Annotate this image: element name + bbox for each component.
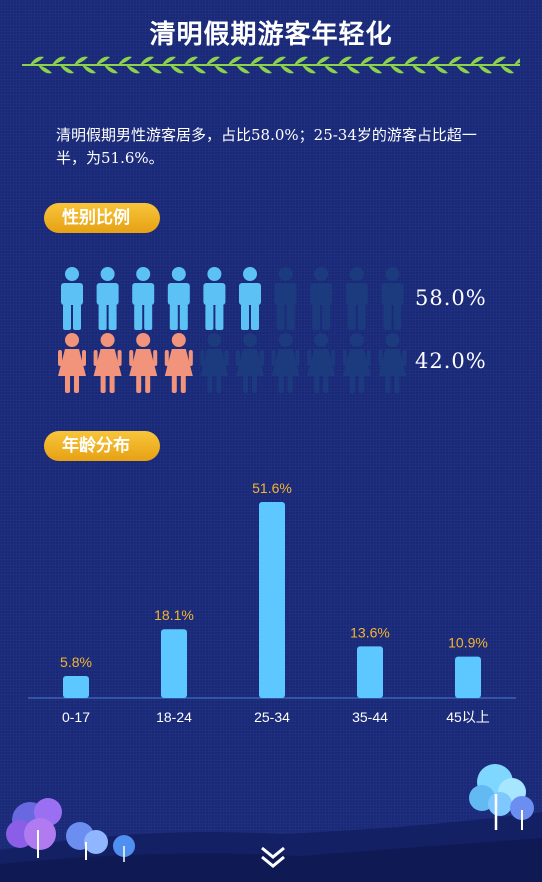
- male-icon: [345, 267, 368, 330]
- x-tick-label: 45以上: [446, 709, 490, 725]
- female-icon: [58, 333, 86, 393]
- male-icon: [381, 267, 404, 330]
- female-icon: [271, 333, 300, 393]
- bar: [161, 629, 187, 698]
- tree-scenery: [0, 764, 542, 882]
- x-tick-label: 35-44: [352, 709, 388, 725]
- female-icon: [236, 333, 264, 393]
- female-icon: [93, 333, 122, 393]
- male-icon: [203, 267, 226, 330]
- data-label: 5.8%: [60, 654, 92, 670]
- tree-right-1: [469, 764, 526, 830]
- male-icon: [61, 267, 83, 330]
- x-tick-label: 18-24: [156, 709, 192, 725]
- x-tick-label: 25-34: [254, 709, 290, 725]
- intro-text: 清明假期男性游客居多，占比58.0%；25-34岁的游客占比超一半，为51.6%…: [56, 126, 477, 167]
- age-section-label: 年龄分布: [44, 431, 160, 461]
- gender-section-label: 性别比例: [44, 203, 160, 233]
- male-icon: [167, 267, 190, 330]
- male-icon: [96, 267, 119, 330]
- data-label: 51.6%: [252, 480, 292, 496]
- tree-left-2: [66, 822, 108, 860]
- female-icon: [378, 333, 407, 393]
- female-percentage: 42.0%: [415, 349, 487, 373]
- age-bar-chart: 5.8% 0-17 18.1% 18-24 51.6% 25-34 13.6% 35-44 10…: [28, 480, 516, 725]
- gender-pictogram: [58, 267, 407, 393]
- data-label: 10.9%: [448, 635, 488, 651]
- bar: [259, 502, 285, 698]
- tree-left-3: [113, 835, 135, 862]
- female-icon: [164, 333, 193, 393]
- male-icon: [274, 267, 297, 330]
- male-percentage: 58.0%: [415, 286, 487, 310]
- tree-left-1: [6, 798, 62, 858]
- male-icon: [132, 267, 155, 330]
- data-label: 13.6%: [350, 624, 390, 640]
- male-icon: [310, 267, 333, 330]
- female-icon: [307, 333, 336, 393]
- bar: [357, 646, 383, 698]
- page-title: 清明假期游客年轻化: [149, 20, 393, 50]
- tree-right-2: [510, 796, 534, 830]
- bar: [455, 656, 481, 698]
- x-tick-label: 0-17: [62, 709, 90, 725]
- female-icon: [200, 333, 229, 393]
- vine-divider: [22, 56, 520, 74]
- male-icon: [239, 267, 261, 330]
- female-icon: [342, 333, 371, 393]
- bar: [63, 675, 89, 698]
- female-icon: [129, 333, 158, 393]
- data-label: 18.1%: [154, 607, 194, 623]
- scroll-down-icon[interactable]: [258, 842, 288, 872]
